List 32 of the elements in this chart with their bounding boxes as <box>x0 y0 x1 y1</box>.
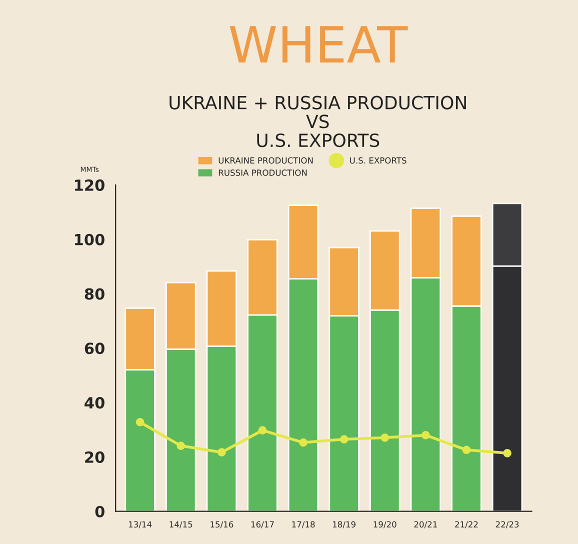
y-tick-label: 120 <box>75 179 104 191</box>
point <box>176 442 186 450</box>
point <box>462 446 471 454</box>
x-tick-label: 17/18 <box>292 521 315 528</box>
x-tick-label: 15/16 <box>210 521 234 528</box>
y-tick-label: 20 <box>85 451 104 463</box>
x-tick-label: 22/23 <box>496 521 519 528</box>
y-tick-label: 80 <box>84 288 104 300</box>
point <box>136 418 144 426</box>
point <box>503 448 512 458</box>
y-tick-label: 40 <box>84 397 104 409</box>
point <box>218 448 226 457</box>
x-tick-label: 20/21 <box>414 521 437 528</box>
y-tick-label: 60 <box>84 342 104 354</box>
point <box>422 431 430 440</box>
x-tick-label: 14/15 <box>170 521 192 528</box>
x-tick-label: 19/20 <box>374 521 396 528</box>
y-tick-label: 0 <box>95 506 104 518</box>
x-tick-label: 13/14 <box>128 521 152 528</box>
legend-label: RUSSIA PRODUCTION <box>218 170 307 176</box>
x-tick-label: 18/19 <box>332 521 356 528</box>
x-tick-label: 21/22 <box>455 521 478 528</box>
legend-label: U.S. EXPORTS <box>350 157 406 164</box>
point <box>299 438 308 447</box>
point <box>340 435 348 444</box>
point <box>380 433 390 442</box>
legend-label: UKRAINE PRODUCTION <box>218 157 313 164</box>
chart-subtitle: UKRAINE + RUSSIA PRODUCTION VS U.S. EXPORTS <box>170 96 466 148</box>
x-tick-label: 16/17 <box>251 521 274 528</box>
point <box>258 426 267 434</box>
y-tick-label: 100 <box>75 234 104 246</box>
chart-title: WHEAT <box>230 26 408 63</box>
